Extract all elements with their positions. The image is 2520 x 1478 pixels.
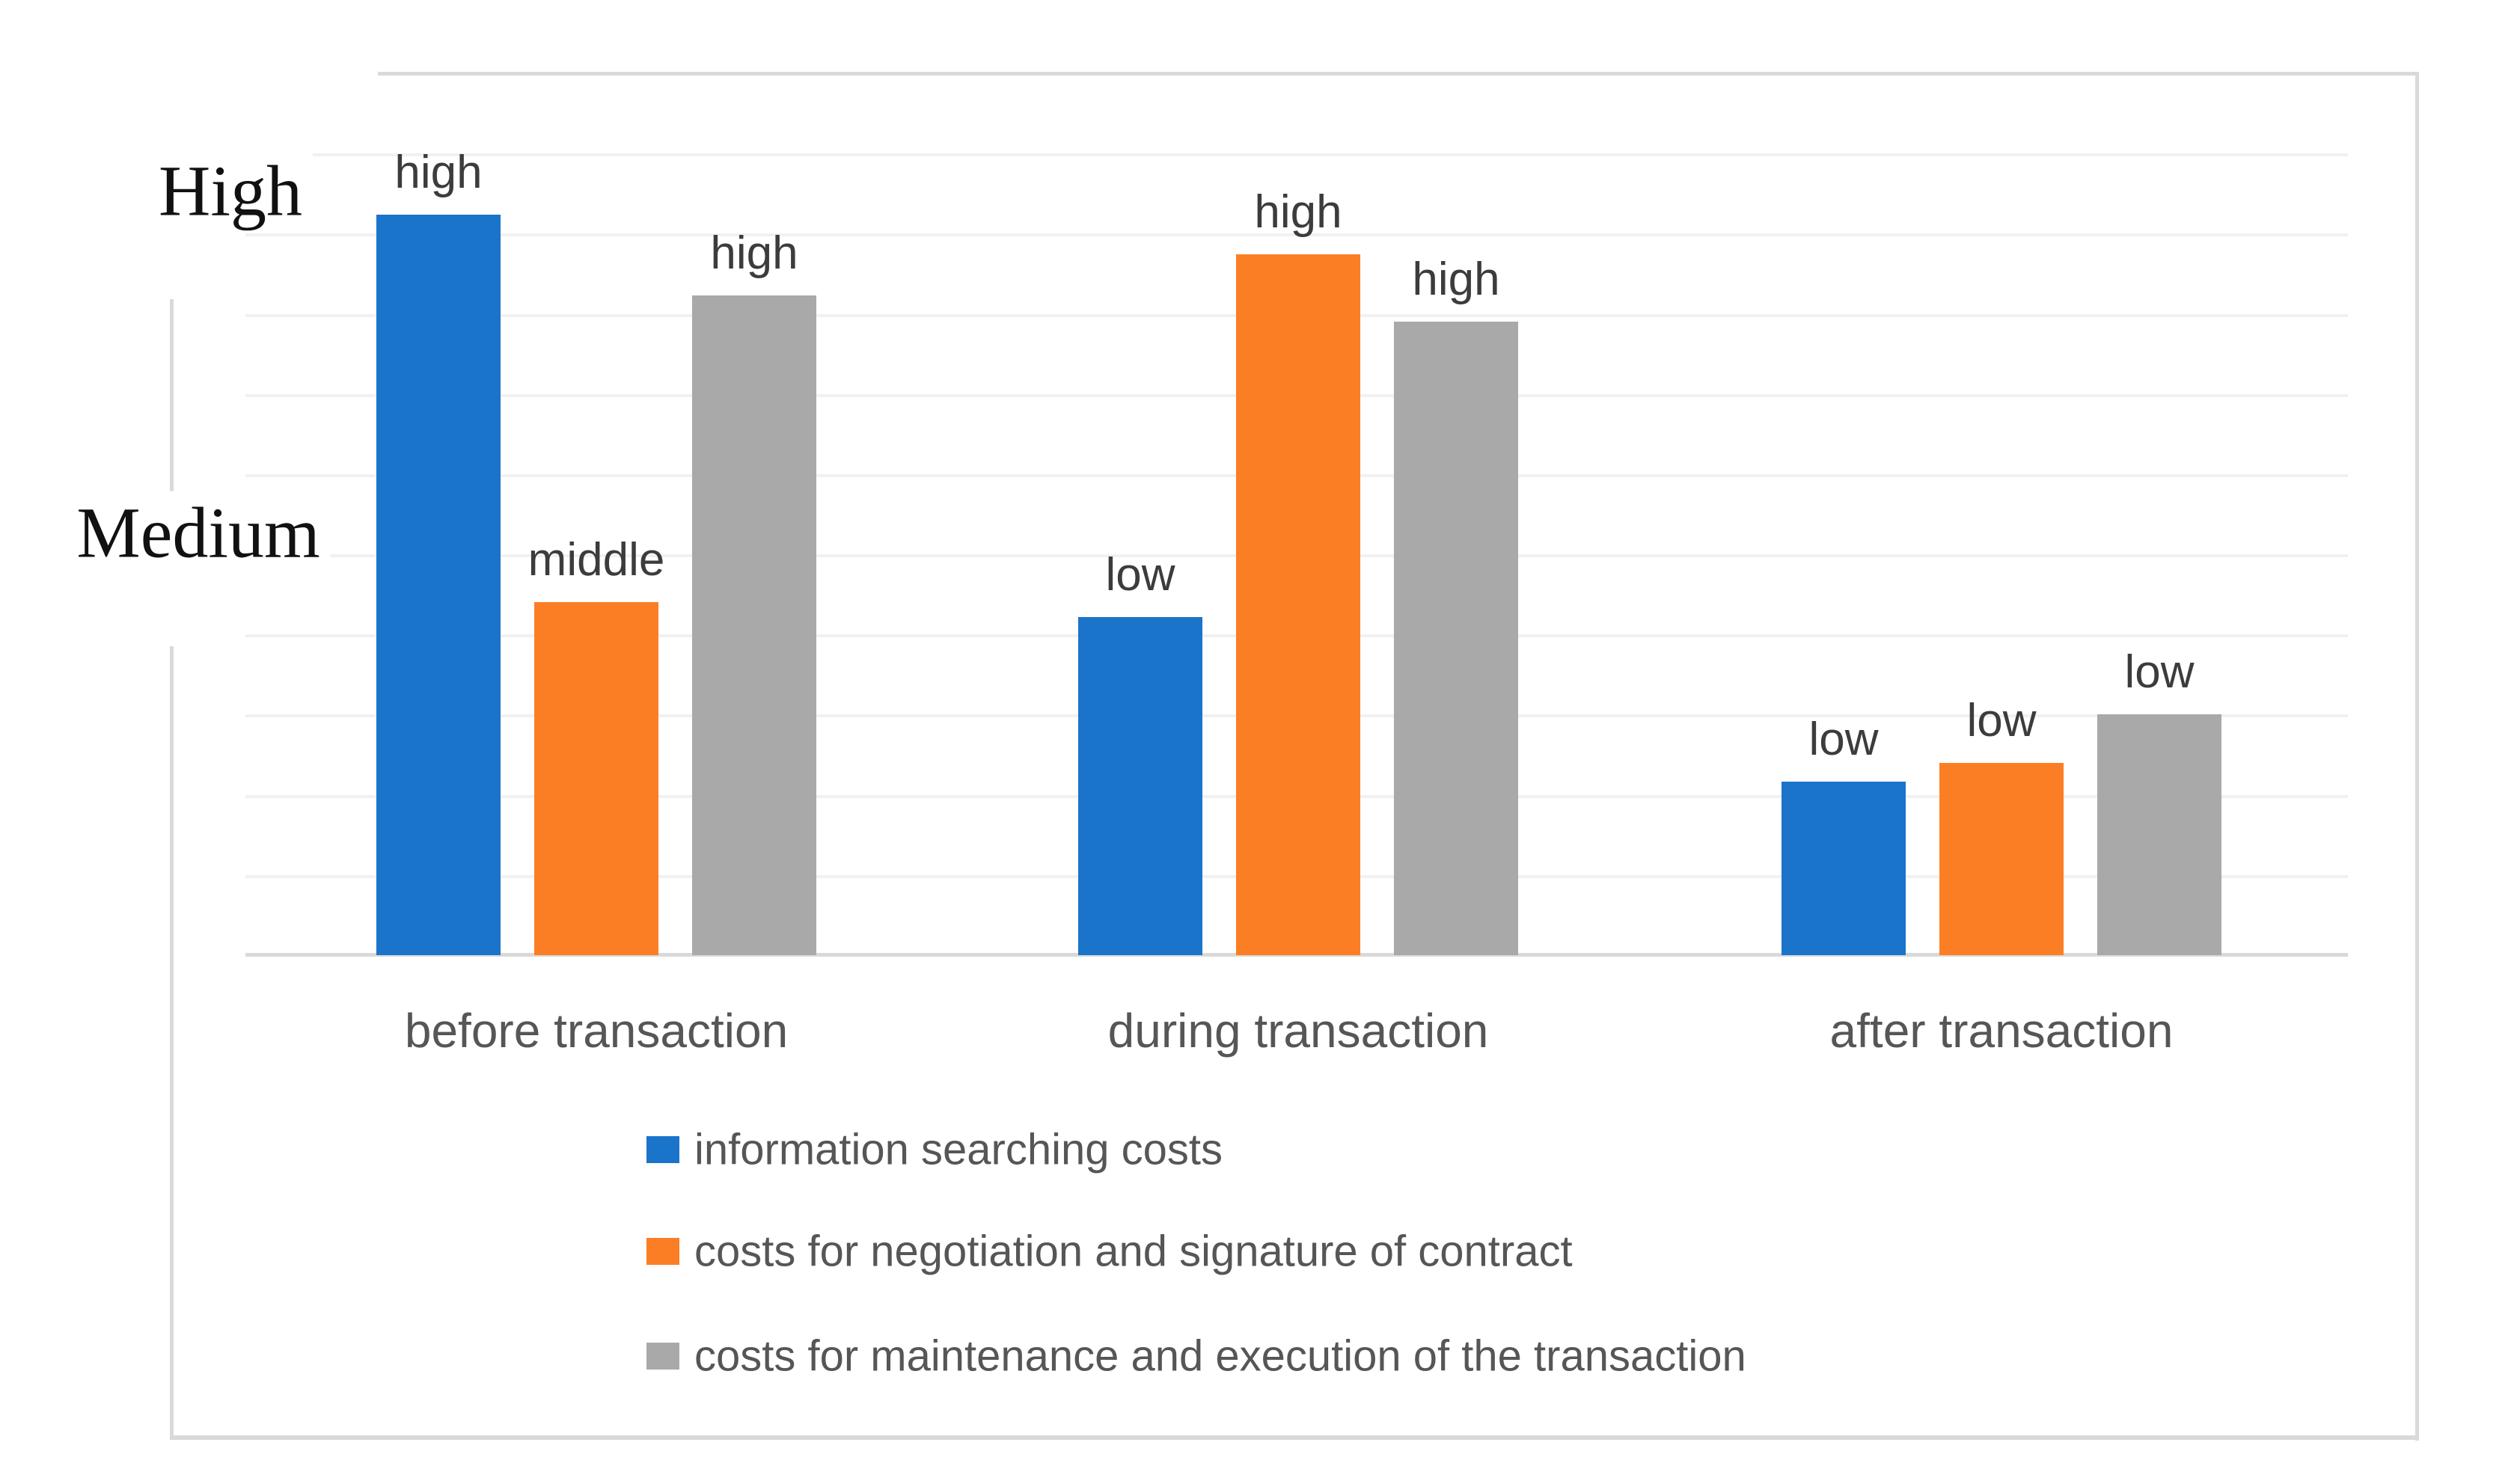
y-tick-label-medium: Medium <box>66 491 331 574</box>
bar-series2-category1 <box>1394 322 1518 955</box>
x-category-label-during-transaction: during transaction <box>1107 1004 1489 1058</box>
legend-label: costs for negotiation and signature of c… <box>694 1227 1573 1276</box>
gridline <box>245 153 2348 156</box>
bar-data-label: low <box>1105 549 1175 601</box>
bar-data-label: high <box>710 227 798 279</box>
bar-series0-category0 <box>376 215 501 955</box>
plot-area: high low low middle high low high high low <box>245 73 2348 957</box>
chart-frame-right <box>2415 72 2419 1441</box>
bar-series2-category2 <box>2097 714 2221 955</box>
bar-data-label: high <box>1412 254 1500 305</box>
bar-series0-category1 <box>1078 617 1202 955</box>
legend-label: costs for maintenance and execution of t… <box>694 1331 1746 1381</box>
y-axis-line-segment <box>170 299 174 495</box>
gridline <box>245 233 2348 236</box>
y-tick-label-high: High <box>148 149 313 233</box>
chart-frame-top <box>378 72 2419 76</box>
x-category-label-before-transaction: before transaction <box>404 1004 789 1058</box>
bar-series2-category0 <box>692 295 816 955</box>
bar-series1-category1 <box>1236 254 1360 955</box>
bar-data-label: low <box>1808 714 1879 765</box>
bar-data-label: low <box>2124 646 2195 698</box>
bar-series0-category2 <box>1782 782 1906 955</box>
bar-data-label: high <box>1254 186 1342 238</box>
legend-swatch-orange <box>646 1238 679 1265</box>
bar-series1-category2 <box>1939 763 2064 955</box>
legend-swatch-gray <box>646 1343 679 1370</box>
legend-swatch-blue <box>646 1136 679 1163</box>
bar-data-label: low <box>1966 695 2037 746</box>
chart-frame-bottom <box>170 1435 2419 1440</box>
bar-data-label: high <box>394 147 483 198</box>
x-category-label-after-transaction: after transaction <box>1829 1004 2174 1058</box>
bar-data-label: middle <box>527 534 665 586</box>
legend-label: information searching costs <box>694 1125 1223 1174</box>
y-axis-line-segment <box>170 646 174 1437</box>
bar-series1-category0 <box>534 602 658 955</box>
